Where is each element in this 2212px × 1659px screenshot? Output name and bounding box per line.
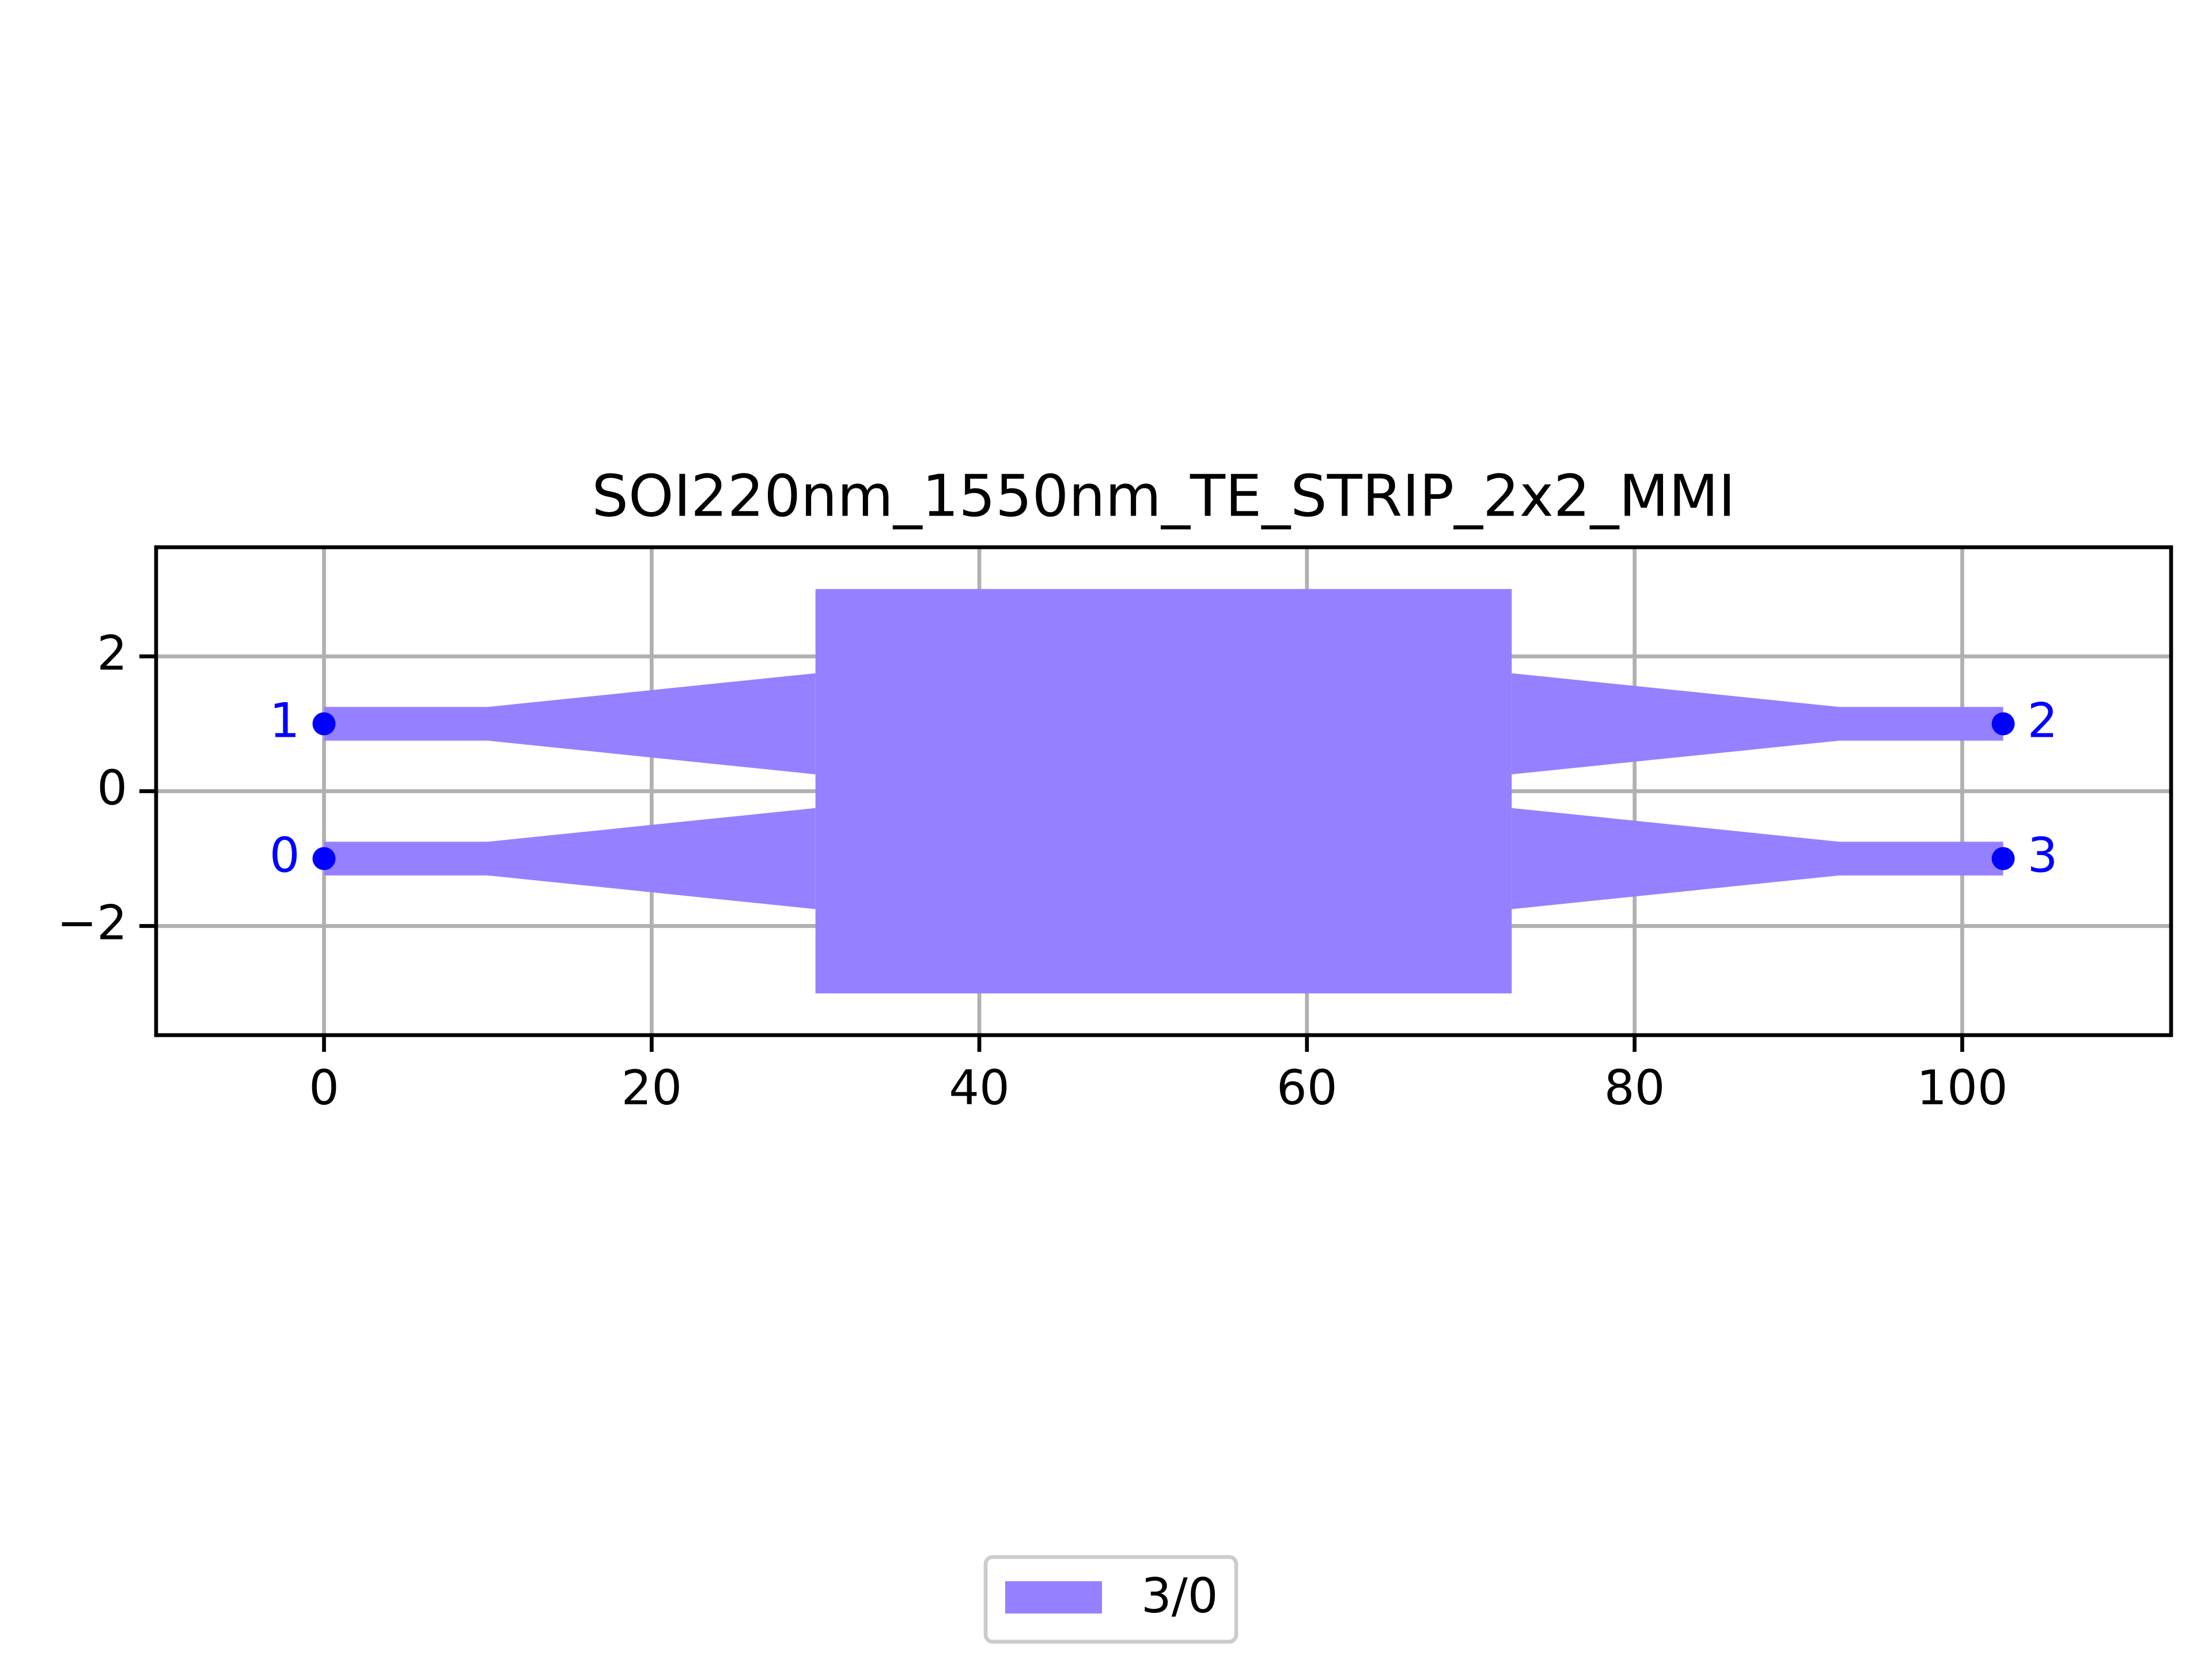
x-tick-label: 20 <box>621 1060 682 1116</box>
axes-frame <box>154 545 2173 1037</box>
x-tick-label: 60 <box>1277 1060 1338 1116</box>
x-tick-label: 40 <box>949 1060 1010 1116</box>
legend: 3/0 <box>983 1555 1238 1644</box>
port-marker <box>312 712 336 736</box>
port-marker <box>1991 712 2015 736</box>
chart-title: SOI220nm_1550nm_TE_STRIP_2x2_MMI <box>592 462 1735 529</box>
x-tick-label: 80 <box>1604 1060 1665 1116</box>
port-label: 2 <box>2028 692 2058 748</box>
polygon <box>324 808 816 910</box>
port-label: 1 <box>270 692 300 748</box>
legend-swatch <box>1005 1581 1102 1613</box>
port-label: 3 <box>2028 827 2058 883</box>
legend-box <box>983 1555 1238 1644</box>
y-tick-label: 2 <box>97 625 127 681</box>
port-marker <box>1991 847 2015 870</box>
polygon <box>324 673 816 775</box>
y-tick-label: −2 <box>57 895 127 950</box>
x-tick-label: 100 <box>1916 1060 2008 1116</box>
polygon <box>1512 808 2003 910</box>
y-tick-label: 0 <box>97 760 127 816</box>
port-label: 0 <box>270 827 300 883</box>
legend-label: 3/0 <box>1141 1568 1218 1624</box>
polygon <box>815 589 1512 994</box>
port-marker <box>312 847 336 870</box>
x-tick-label: 0 <box>309 1060 339 1116</box>
polygon <box>1512 673 2003 775</box>
